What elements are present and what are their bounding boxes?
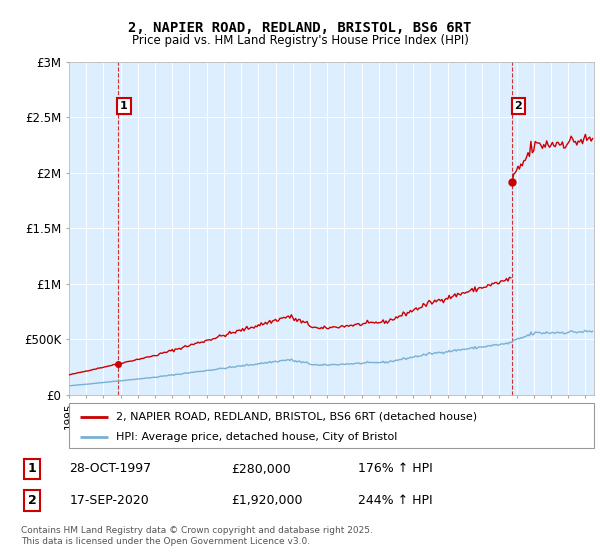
Text: 1: 1 — [28, 463, 37, 475]
Text: 2, NAPIER ROAD, REDLAND, BRISTOL, BS6 6RT (detached house): 2, NAPIER ROAD, REDLAND, BRISTOL, BS6 6R… — [116, 412, 478, 422]
Text: 2, NAPIER ROAD, REDLAND, BRISTOL, BS6 6RT: 2, NAPIER ROAD, REDLAND, BRISTOL, BS6 6R… — [128, 21, 472, 35]
FancyBboxPatch shape — [69, 403, 594, 448]
Text: £1,920,000: £1,920,000 — [231, 494, 302, 507]
Text: £280,000: £280,000 — [231, 463, 290, 475]
Text: Price paid vs. HM Land Registry's House Price Index (HPI): Price paid vs. HM Land Registry's House … — [131, 34, 469, 46]
Text: 17-SEP-2020: 17-SEP-2020 — [70, 494, 149, 507]
Text: 2: 2 — [514, 101, 522, 111]
Text: 1: 1 — [120, 101, 128, 111]
Text: 244% ↑ HPI: 244% ↑ HPI — [358, 494, 432, 507]
Text: 2: 2 — [28, 494, 37, 507]
Text: 28-OCT-1997: 28-OCT-1997 — [70, 463, 152, 475]
Text: HPI: Average price, detached house, City of Bristol: HPI: Average price, detached house, City… — [116, 432, 398, 442]
Text: Contains HM Land Registry data © Crown copyright and database right 2025.
This d: Contains HM Land Registry data © Crown c… — [21, 526, 373, 546]
Text: 176% ↑ HPI: 176% ↑ HPI — [358, 463, 433, 475]
